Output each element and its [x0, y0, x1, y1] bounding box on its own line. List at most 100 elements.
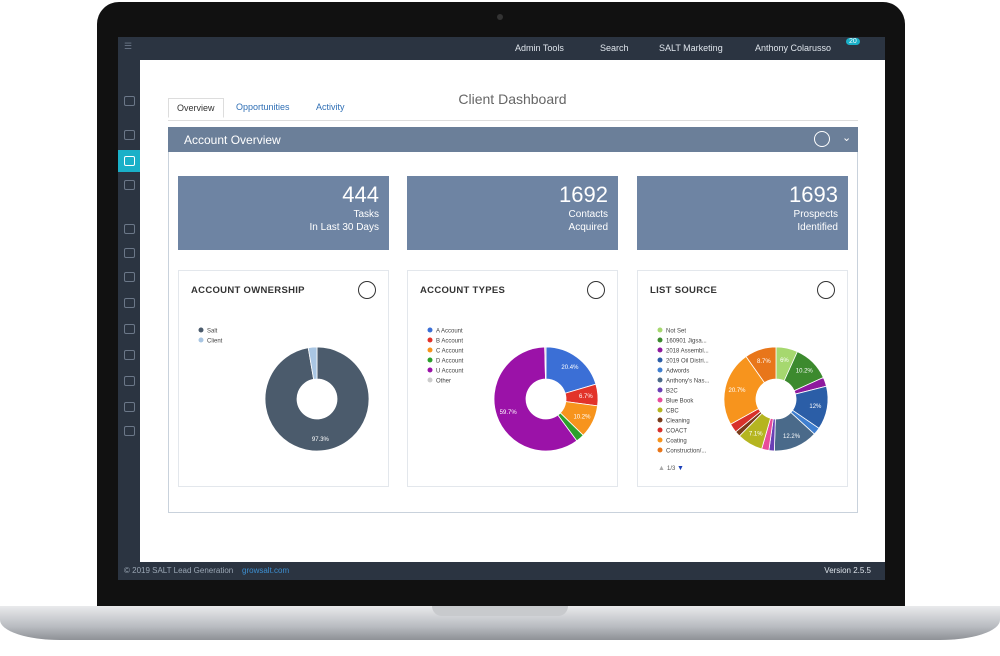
side-icon[interactable] [124, 180, 135, 190]
active-nav[interactable] [118, 150, 140, 172]
side-icon[interactable] [124, 272, 135, 282]
legend-label: 2018 Assembl... [666, 349, 709, 355]
legend-swatch [198, 337, 204, 343]
stat-card: 444 Tasks In Last 30 Days [178, 176, 389, 250]
legend-label: 160901 Jigsa... [666, 339, 707, 345]
side-icon[interactable] [124, 130, 135, 140]
legend-swatch [657, 437, 663, 443]
legend-label: 2019 Oil Distri... [666, 359, 709, 365]
legend-swatch [657, 357, 663, 363]
slice-label: 10.2% [796, 369, 814, 375]
legend-swatch [427, 367, 433, 373]
pie-slice [493, 346, 578, 452]
slice-label: 59.7% [500, 410, 518, 416]
side-icon[interactable] [124, 376, 135, 386]
side-icon[interactable] [124, 350, 135, 360]
legend-label: COACT [666, 429, 687, 435]
footer: © 2019 SALT Lead Generation growsalt.com… [118, 562, 885, 580]
legend-swatch [427, 347, 433, 353]
side-icon[interactable] [124, 156, 135, 166]
sidebar [118, 60, 140, 562]
legend-label: B2C [666, 389, 678, 395]
stat-label: Acquired [568, 222, 608, 233]
slice-label: 12% [809, 404, 822, 410]
page-title: Client Dashboard [458, 91, 567, 107]
slice-label: 10.2% [573, 414, 591, 420]
pie-slice [545, 346, 597, 394]
legend-label: Cleaning [666, 419, 690, 425]
legend-label: Not Set [666, 329, 686, 335]
side-icon[interactable] [124, 402, 135, 412]
slice-label: 6% [780, 358, 789, 364]
legend-swatch [427, 337, 433, 343]
pager-down: ▼ [677, 465, 684, 472]
tab[interactable]: Overview [168, 98, 224, 118]
screen: ☰ Admin Tools Search SALT Marketing Anth… [118, 37, 885, 580]
side-icon[interactable] [124, 224, 135, 234]
legend-label: Salt [207, 329, 218, 335]
chart-card: LIST SOURCE 6% Not Set 10.2% 160901 Jigsa...… [637, 270, 848, 487]
side-icon[interactable] [124, 248, 135, 258]
legend-label: Client [207, 339, 223, 345]
chart-title: ACCOUNT OWNERSHIP [191, 285, 305, 296]
legend-label: Anthony's Nas... [666, 379, 710, 385]
version: Version 2.5.5 [824, 566, 871, 575]
chart-title: ACCOUNT TYPES [420, 285, 506, 296]
legend-swatch [657, 427, 663, 433]
chart: 97.3% Salt Client [198, 327, 370, 452]
copyright: © 2019 SALT Lead Generation [124, 566, 234, 575]
chart: 6% Not Set 10.2% 160901 Jigsa... 2018 Assemb… [657, 327, 829, 472]
legend-label: B Account [436, 339, 463, 345]
stat-value: 1692 [559, 182, 608, 207]
legend-swatch [657, 417, 663, 423]
info-button[interactable] [358, 281, 376, 299]
legend-label: Blue Book [666, 399, 694, 405]
pie-slice [264, 346, 370, 452]
side-icon[interactable] [124, 96, 135, 106]
collapse-button[interactable]: ⌄ [842, 132, 852, 144]
nav-item[interactable]: Admin Tools [515, 43, 564, 53]
tab[interactable]: Activity [316, 102, 345, 112]
notification-badge[interactable]: 20 [846, 38, 860, 45]
nav-item[interactable]: Search [600, 43, 629, 53]
legend-label: Coating [666, 439, 687, 445]
content: Overview Opportunities Activity Client D… [140, 60, 885, 562]
slice-label: 97.3% [312, 437, 330, 443]
info-button[interactable] [587, 281, 605, 299]
nav-item[interactable]: SALT Marketing [659, 43, 723, 53]
stat-value: 1693 [789, 182, 838, 207]
panel-header: Account Overview ⌄ [168, 127, 858, 152]
tab[interactable]: Opportunities [236, 102, 290, 112]
nav-item[interactable]: Anthony Colarusso [755, 43, 832, 53]
info-button[interactable] [814, 131, 830, 147]
panel-body [168, 152, 858, 513]
legend-swatch [657, 387, 663, 393]
stat-label: Tasks [353, 209, 379, 220]
slice-label: 20.7% [728, 388, 746, 394]
slice-label: 7.1% [749, 432, 763, 438]
chart-card: ACCOUNT OWNERSHIP 97.3% Salt Client [178, 270, 389, 487]
legend-swatch [657, 327, 663, 333]
info-button[interactable] [817, 281, 835, 299]
side-icon[interactable] [124, 324, 135, 334]
legend-swatch [657, 377, 663, 383]
footer-link[interactable]: growsalt.com [242, 566, 290, 575]
panel-title: Account Overview [184, 133, 281, 147]
legend-swatch [657, 447, 663, 453]
legend-label: C Account [436, 349, 464, 355]
legend-swatch [198, 327, 204, 333]
legend-label: D Account [436, 359, 464, 365]
slice-label: 12.2% [783, 434, 801, 440]
side-icon[interactable] [124, 298, 135, 308]
legend-swatch [657, 367, 663, 373]
legend-swatch [657, 347, 663, 353]
legend-swatch [657, 337, 663, 343]
side-icon[interactable] [124, 426, 135, 436]
pager-up: ▲ [658, 465, 665, 472]
menu-icon[interactable]: ☰ [124, 41, 133, 51]
pie-slice [307, 346, 318, 380]
camera [497, 14, 503, 20]
legend-label: Adwords [666, 369, 689, 375]
legend-swatch [427, 327, 433, 333]
